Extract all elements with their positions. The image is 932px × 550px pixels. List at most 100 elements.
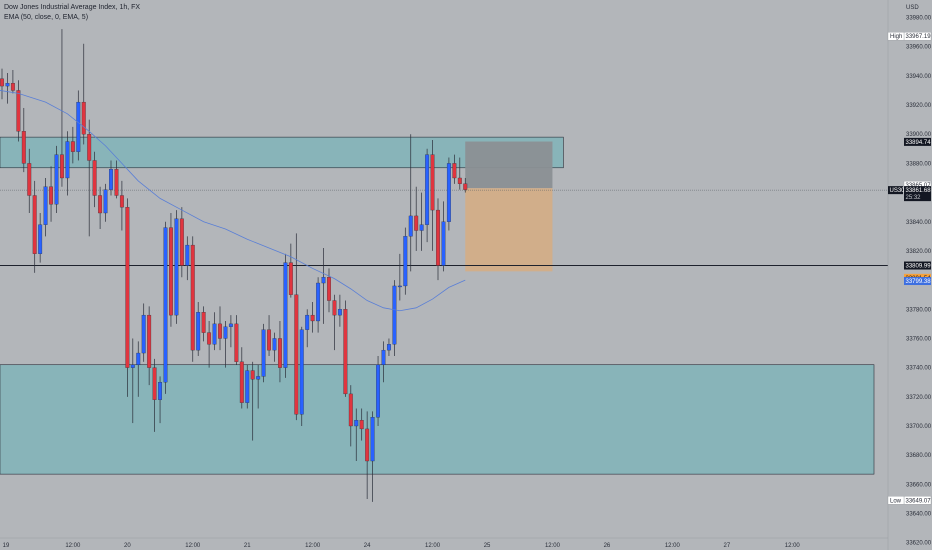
price-tick-label: 33760.00 xyxy=(906,336,932,342)
candle-body xyxy=(234,323,239,362)
candle-body xyxy=(288,262,293,295)
ema-layer xyxy=(0,90,466,312)
zone-top-price: 33894.74 xyxy=(906,140,932,146)
candle-body xyxy=(310,314,315,322)
price-labels: 33967.19High33649.07Low33894.7433865.07U… xyxy=(887,31,932,505)
last-price-bg xyxy=(904,186,931,202)
time-tick-label: 12:00 xyxy=(785,543,801,549)
candle-body xyxy=(119,195,124,208)
candle-body xyxy=(457,177,462,184)
level-price: 33809.99 xyxy=(906,264,932,270)
price-tick-label: 33680.00 xyxy=(906,453,932,459)
candle-body xyxy=(250,370,255,380)
candle-body xyxy=(463,183,468,190)
candle-body xyxy=(228,323,233,327)
candle-body xyxy=(365,428,370,462)
price-tick-label: 33720.00 xyxy=(906,395,932,401)
candle-body xyxy=(76,101,81,152)
ema-line xyxy=(0,90,466,312)
candle-body xyxy=(185,244,190,266)
price-tick-label: 33820.00 xyxy=(906,249,932,255)
candle-body xyxy=(207,332,212,345)
candle-body xyxy=(152,367,157,400)
candle-body xyxy=(272,338,277,351)
candle-body xyxy=(256,376,261,380)
candle-body xyxy=(283,262,288,368)
candle-body xyxy=(419,224,424,231)
candle-body xyxy=(218,323,222,339)
level-price-bg xyxy=(904,261,931,270)
candle-body xyxy=(239,361,244,403)
high-price: 33967.19 xyxy=(906,34,932,40)
candle-body xyxy=(136,352,141,365)
price-tick-label: 33920.00 xyxy=(906,103,932,109)
candle-body xyxy=(81,101,86,135)
candle-body xyxy=(327,277,331,301)
candle-body xyxy=(354,420,359,427)
price-tick-label: 33840.00 xyxy=(906,220,932,226)
candle-body xyxy=(109,169,113,190)
candle-body xyxy=(49,186,53,205)
candle-body xyxy=(436,209,440,266)
time-tick-label: 19 xyxy=(3,543,10,549)
time-tick-label: 12:00 xyxy=(425,543,441,549)
candles-layer xyxy=(0,29,468,502)
candle-body xyxy=(430,154,435,211)
currency-label: USD xyxy=(906,5,919,11)
candle-body xyxy=(212,323,217,345)
time-tick-label: 21 xyxy=(244,543,251,549)
candle-body xyxy=(337,309,342,316)
candle-body xyxy=(441,221,446,266)
candle-body xyxy=(446,163,451,222)
candle-body xyxy=(70,141,75,152)
candle-body xyxy=(414,215,419,231)
candle-body xyxy=(87,134,92,161)
time-axis: 19 12:00 20 12:00 21 12:00 24 12:00 25 12:00 26 12:… xyxy=(0,537,888,549)
indicator-label: EMA (50, close, 0, EMA, 5) xyxy=(4,14,89,21)
price-tick-label: 33660.00 xyxy=(906,482,932,488)
candle-body xyxy=(38,224,43,254)
candle-body xyxy=(403,236,408,287)
candle-body xyxy=(43,186,48,225)
candle-body xyxy=(223,326,228,339)
ema-price-bg xyxy=(904,277,931,286)
high-tag-bg xyxy=(887,31,905,41)
candle-body xyxy=(245,370,250,403)
candle-body xyxy=(5,83,10,87)
symbol-title: Dow Jones Industrial Average Index, 1h, … xyxy=(4,4,141,11)
candle-body xyxy=(305,314,310,330)
candle-body xyxy=(103,189,108,214)
candle-body xyxy=(0,78,4,87)
last-price: 33861.68 xyxy=(906,188,932,194)
candle-body xyxy=(381,349,386,365)
candle-body xyxy=(294,294,299,415)
low-tag-bg xyxy=(887,496,905,505)
low-price: 33649.07 xyxy=(906,498,932,504)
candle-body xyxy=(65,141,70,179)
candle-body xyxy=(425,154,430,225)
candle-body xyxy=(277,338,282,368)
position-target-zone xyxy=(465,188,553,272)
position-layer xyxy=(465,141,553,272)
candle-body xyxy=(267,329,271,351)
candle-body xyxy=(174,218,179,316)
time-tick-label: 26 xyxy=(604,543,611,549)
candle-body xyxy=(261,329,266,377)
candle-body xyxy=(370,417,375,462)
candle-body xyxy=(201,312,206,333)
candle-body xyxy=(125,207,130,368)
candle-body xyxy=(10,83,15,91)
candle-body xyxy=(332,300,337,316)
bar-countdown: 25:32 xyxy=(906,195,922,201)
candle-body xyxy=(386,344,391,351)
candle-body xyxy=(141,314,146,354)
time-tick-label: 25 xyxy=(484,543,491,549)
time-tick-label: 12:00 xyxy=(665,543,681,549)
price-tick-label: 33620.00 xyxy=(906,541,932,547)
candle-body xyxy=(299,329,304,415)
low-tag: Low xyxy=(890,498,902,504)
candle-body xyxy=(98,195,103,214)
candle-body xyxy=(60,154,64,179)
price-tick-label: 33780.00 xyxy=(906,307,932,313)
